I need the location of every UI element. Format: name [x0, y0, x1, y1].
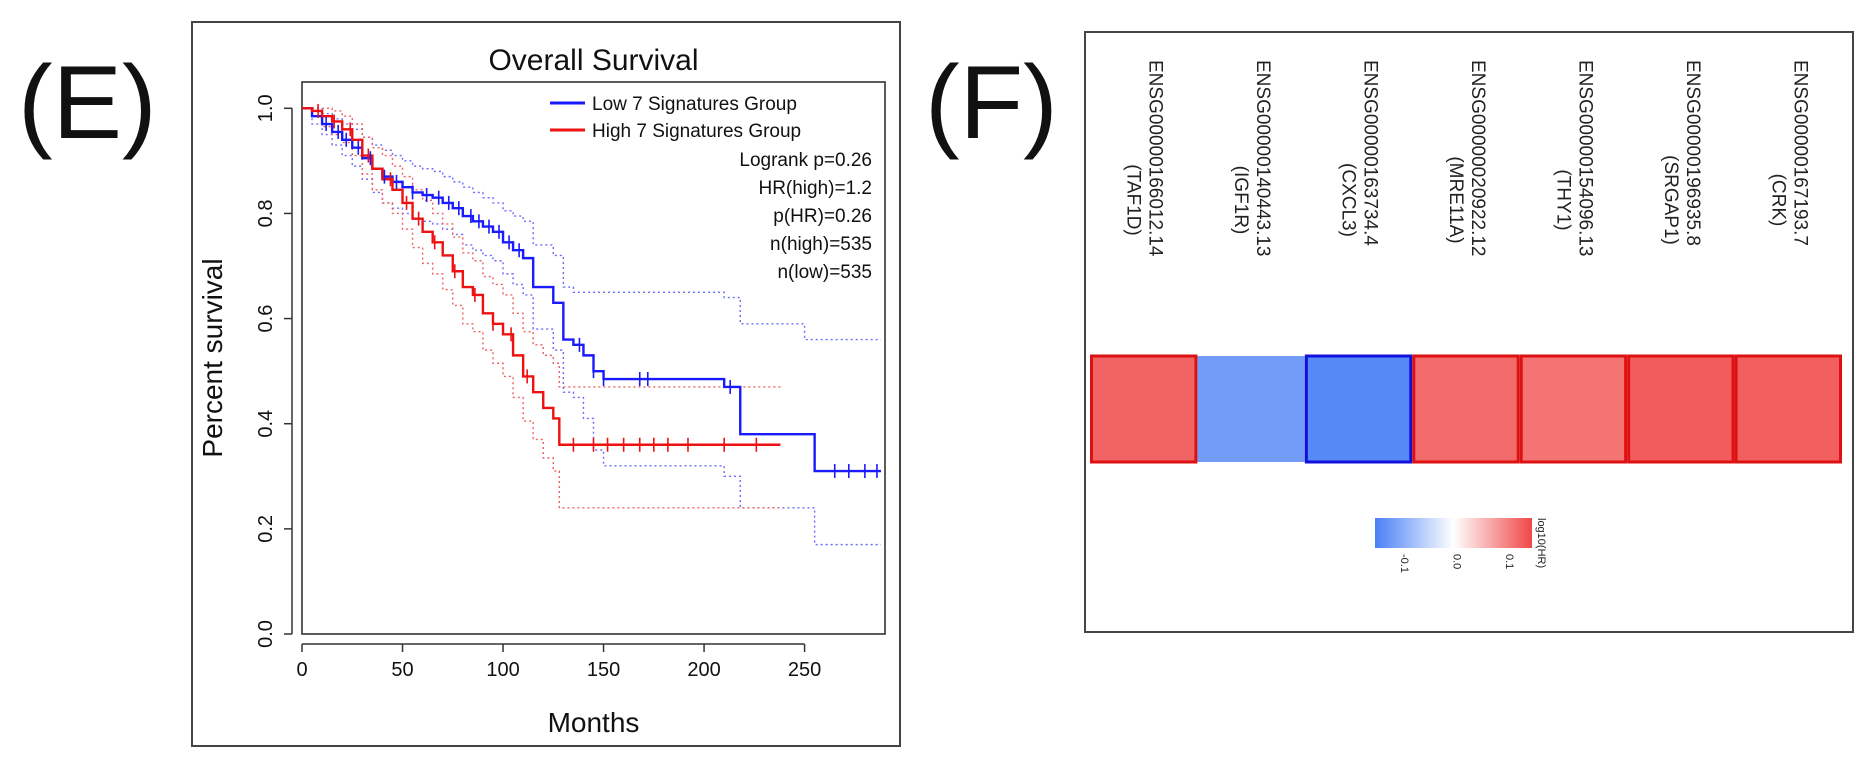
low-ci-lower [302, 107, 881, 546]
heatmap-cell [1197, 356, 1305, 462]
gene-id-label: ENSG00000166012.14 [1145, 60, 1166, 257]
y-tick-label: 1.0 [255, 94, 277, 122]
x-tick-label: 200 [687, 659, 720, 681]
legend-entry-high: High 7 Signatures Group [592, 121, 801, 142]
panel-e-frame [191, 21, 901, 747]
colorbar-tick-label: 0.1 [1503, 554, 1515, 569]
gene-id-label: ENSG00000196935.8 [1682, 60, 1703, 246]
heatmap-cell [1627, 354, 1735, 464]
km-plot: Overall Survival 0 50 100 150 200 250 0.00.20… [197, 44, 886, 738]
gene-id-label: ENSG00000167193.7 [1789, 60, 1810, 246]
low-survival-curve [302, 107, 881, 473]
heatmap-cell [1304, 354, 1413, 464]
km-x-axis: 0 50 100 150 200 250 [296, 643, 821, 681]
panel-f-frame [1084, 31, 1854, 633]
hr-heatmap: ENSG00000166012.14(TAF1D) ENSG00000140443… [1090, 60, 1842, 573]
gene-symbol-label: (TAF1D) [1123, 164, 1144, 235]
x-tick-label: 50 [391, 659, 413, 681]
heatmap-cell [1519, 354, 1628, 464]
x-tick-label: 150 [587, 659, 620, 681]
legend-stat-hr: HR(high)=1.2 [758, 178, 872, 199]
legend-stat-n-low: n(low)=535 [777, 262, 872, 283]
x-tick-label: 250 [788, 659, 821, 681]
km-confidence-bands [302, 107, 881, 546]
gene-symbol-label: (CRK) [1767, 174, 1788, 227]
high-survival-curve [302, 107, 781, 446]
legend-stat-n-high: n(high)=535 [770, 234, 872, 255]
x-tick-label: 100 [486, 659, 519, 681]
colorbar-tick-label: -0.1 [1398, 554, 1410, 573]
y-tick-label: 0.2 [255, 515, 277, 543]
y-tick-label: 0.0 [255, 620, 277, 648]
x-tick-label: 0 [296, 659, 307, 681]
y-tick-label: 0.8 [255, 200, 277, 228]
km-survival-curves [302, 107, 881, 473]
km-legend: Low 7 Signatures Group High 7 Signatures… [550, 94, 872, 283]
gene-id-label: ENSG00000163734.4 [1360, 60, 1381, 246]
low-ci-upper [302, 107, 881, 341]
km-title: Overall Survival [488, 44, 698, 77]
colorbar-tick-label: 0.0 [1451, 554, 1463, 569]
gene-symbol-label: (CXCL3) [1338, 163, 1359, 237]
heatmap-cell [1412, 354, 1520, 464]
gene-id-label: ENSG00000140443.13 [1252, 60, 1273, 257]
km-y-axis-label: Percent survival [197, 258, 228, 457]
gene-symbol-label: (THY1) [1552, 169, 1573, 230]
heatmap-cell [1734, 354, 1842, 464]
legend-stat-logrank: Logrank p=0.26 [739, 150, 872, 171]
panel-label-f: (F) [925, 45, 1058, 161]
colorbar-label: log10(HR) [1535, 518, 1547, 568]
km-censor-marks [317, 103, 878, 479]
high-ci-lower [302, 107, 781, 509]
legend-stat-phr: p(HR)=0.26 [773, 206, 872, 227]
gene-symbol-label: (SRGAP1) [1660, 155, 1681, 245]
colorbar-ticks: -0.1 0.0 0.1 [1398, 554, 1515, 573]
legend-entry-low: Low 7 Signatures Group [592, 94, 797, 115]
gene-id-label: ENSG00000154096.13 [1574, 60, 1595, 257]
panel-label-e: (E) [18, 45, 157, 161]
y-tick-label: 0.6 [255, 305, 277, 333]
colorbar-gradient [1375, 518, 1532, 548]
km-y-axis: 0.0 0.2 0.4 0.6 0.8 1.0 [255, 94, 293, 648]
heatmap-cell [1090, 354, 1198, 464]
gene-symbol-label: (MRE11A) [1445, 156, 1466, 243]
y-tick-label: 0.4 [255, 410, 277, 438]
heatmap-cells [1090, 354, 1842, 464]
km-x-axis-label: Months [548, 707, 640, 738]
high-ci-upper [302, 107, 781, 388]
gene-symbol-label: (IGF1R) [1230, 166, 1251, 235]
heatmap-colorbar: -0.1 0.0 0.1 log10(HR) [1375, 518, 1547, 573]
heatmap-gene-labels: ENSG00000166012.14(TAF1D) ENSG00000140443… [1123, 60, 1811, 257]
km-plot-area [301, 81, 886, 635]
gene-id-label: ENSG00000020922.12 [1467, 60, 1488, 257]
